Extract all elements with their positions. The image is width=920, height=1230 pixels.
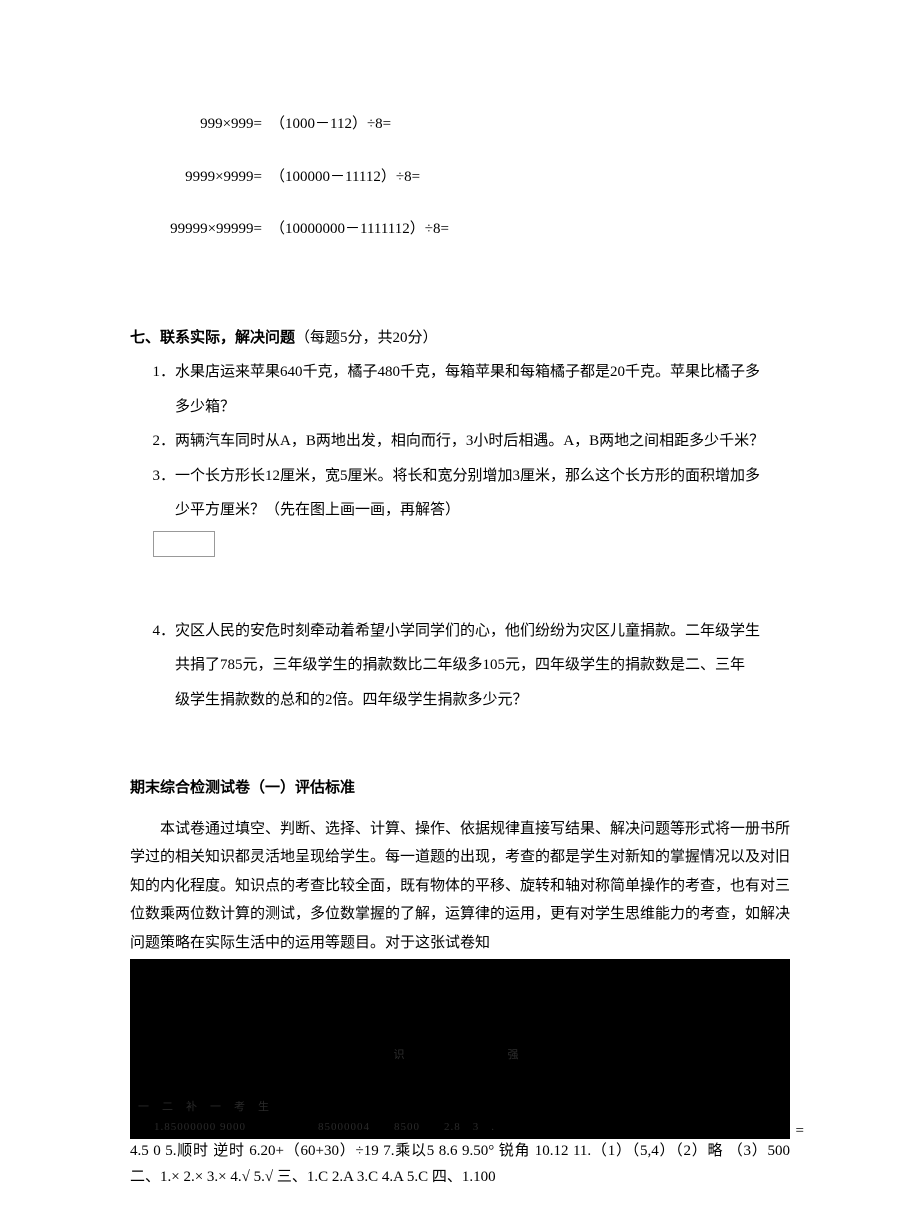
problem-4-line2: 共捐了785元，三年级学生的捐款数比二年级多105元，四年级学生的捐款数是二、三… bbox=[130, 651, 790, 680]
problem-4-line3: 级学生捐款数的总和的2倍。四年级学生捐款多少元？ bbox=[130, 686, 790, 715]
math-left-expr: 9999×9999= bbox=[130, 163, 262, 192]
math-row: 99999×99999= （10000000－1111112）÷8= bbox=[130, 215, 790, 244]
math-left-expr: 99999×99999= bbox=[130, 215, 262, 244]
answer-key-text: 4.5 0 5.顺时 逆时 6.20+（60+30）÷19 7.乘以5 8.6 … bbox=[130, 1139, 790, 1190]
problem-1-line1: 1．水果店运来苹果640千克，橘子480千克，每箱苹果和每箱橘子都是20千克。苹… bbox=[130, 358, 790, 387]
evaluation-paragraph: 本试卷通过填空、判断、选择、计算、操作、依据规律直接写结果、解决问题等形式将一册… bbox=[130, 815, 790, 958]
math-left-expr: 999×999= bbox=[130, 110, 262, 139]
problem-2: 2．两辆汽车同时从A，B两地出发，相向而行，3小时后相遇。A，B两地之间相距多少… bbox=[130, 427, 790, 456]
math-right-expr: （10000000－1111112）÷8= bbox=[270, 215, 449, 244]
math-row: 9999×9999= （100000－11112）÷8= bbox=[130, 163, 790, 192]
math-row: 999×999= （1000－112）÷8= bbox=[130, 110, 790, 139]
heading-paren: （每题5分，共20分） bbox=[295, 330, 438, 346]
occluded-text-line-2: 一 二 补 一 考 生 bbox=[138, 1097, 782, 1118]
problem-3-line1: 3．一个长方形长12厘米，宽5厘米。将长和宽分别增加3厘米，那么这个长方形的面积… bbox=[130, 462, 790, 491]
occluded-text-line-1: 识 强 bbox=[130, 1045, 790, 1066]
section-7-heading: 七、联系实际，解决问题（每题5分，共20分） bbox=[130, 324, 790, 353]
problem-4-line1: 4．灾区人民的安危时刻牵动着希望小学同学们的心，他们纷纷为灾区儿童捐款。二年级学… bbox=[130, 617, 790, 646]
math-right-expr: （100000－11112）÷8= bbox=[270, 163, 420, 192]
drawing-box-placeholder bbox=[153, 531, 215, 557]
evaluation-heading: 期末综合检测试卷（一）评估标准 bbox=[130, 774, 790, 803]
math-pattern-block: 999×999= （1000－112）÷8= 9999×9999= （10000… bbox=[130, 110, 790, 244]
problem-1-line2: 多少箱？ bbox=[130, 393, 790, 422]
occluded-region-wrapper: 识 强 一 二 补 一 考 生 1.85000000 9000 85000004… bbox=[130, 959, 790, 1139]
problem-3-line2: 少平方厘米？（先在图上画一画，再解答） bbox=[130, 496, 790, 525]
heading-bold: 七、联系实际，解决问题 bbox=[130, 330, 295, 346]
occluded-text-line-3: 1.85000000 9000 85000004 8500 2.8 3 . bbox=[154, 1117, 782, 1138]
occluded-dark-region: 识 强 一 二 补 一 考 生 1.85000000 9000 85000004… bbox=[130, 959, 790, 1139]
trailing-equals-sign: = bbox=[796, 1117, 804, 1146]
math-right-expr: （1000－112）÷8= bbox=[270, 110, 391, 139]
